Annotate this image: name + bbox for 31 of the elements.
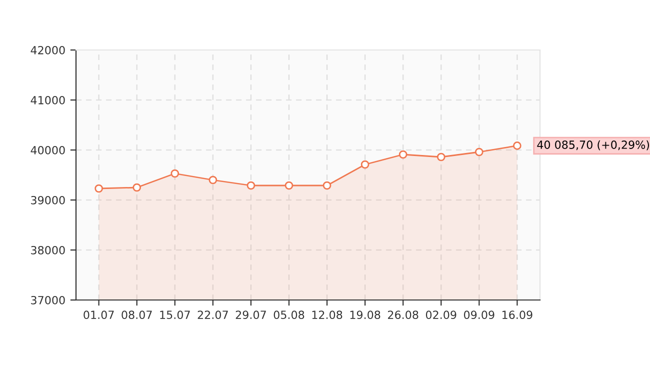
x-tick-label: 29.07 [236,310,266,320]
point [398,150,408,159]
x-tick-label: 19.08 [350,310,380,320]
annotation: 40 085,70 (+0,29%) [537,140,650,150]
x-tick-label: 02.09 [426,310,456,320]
point [513,142,522,150]
point [170,169,180,178]
y-tick-label: 41000 [30,96,65,104]
x-tick-label: 05.08 [274,310,304,320]
point [94,184,103,193]
y-tick-label: 39000 [31,196,65,204]
x-tick-label: 22.07 [198,310,228,320]
y-tick-label: 40000 [30,146,65,154]
point [284,181,294,190]
x-tick-label: 09.09 [464,310,494,320]
x-tick-label: 15.07 [160,310,190,320]
point [246,181,256,190]
point [360,160,370,169]
x-tick-label: 16.09 [502,310,532,320]
point [132,183,142,192]
y-tick-label: 42000 [30,46,65,54]
x-tick-label: 26.08 [388,310,418,320]
point [474,148,484,156]
point [322,181,332,190]
x-tick-label: 01.07 [84,310,114,320]
y-tick-label: 38000 [31,246,65,254]
x-tick-label: 08.07 [122,310,152,320]
point [436,152,446,162]
point [208,176,218,184]
y-tick-label: 37000 [31,296,65,304]
x-tick-label: 12.08 [312,310,342,320]
